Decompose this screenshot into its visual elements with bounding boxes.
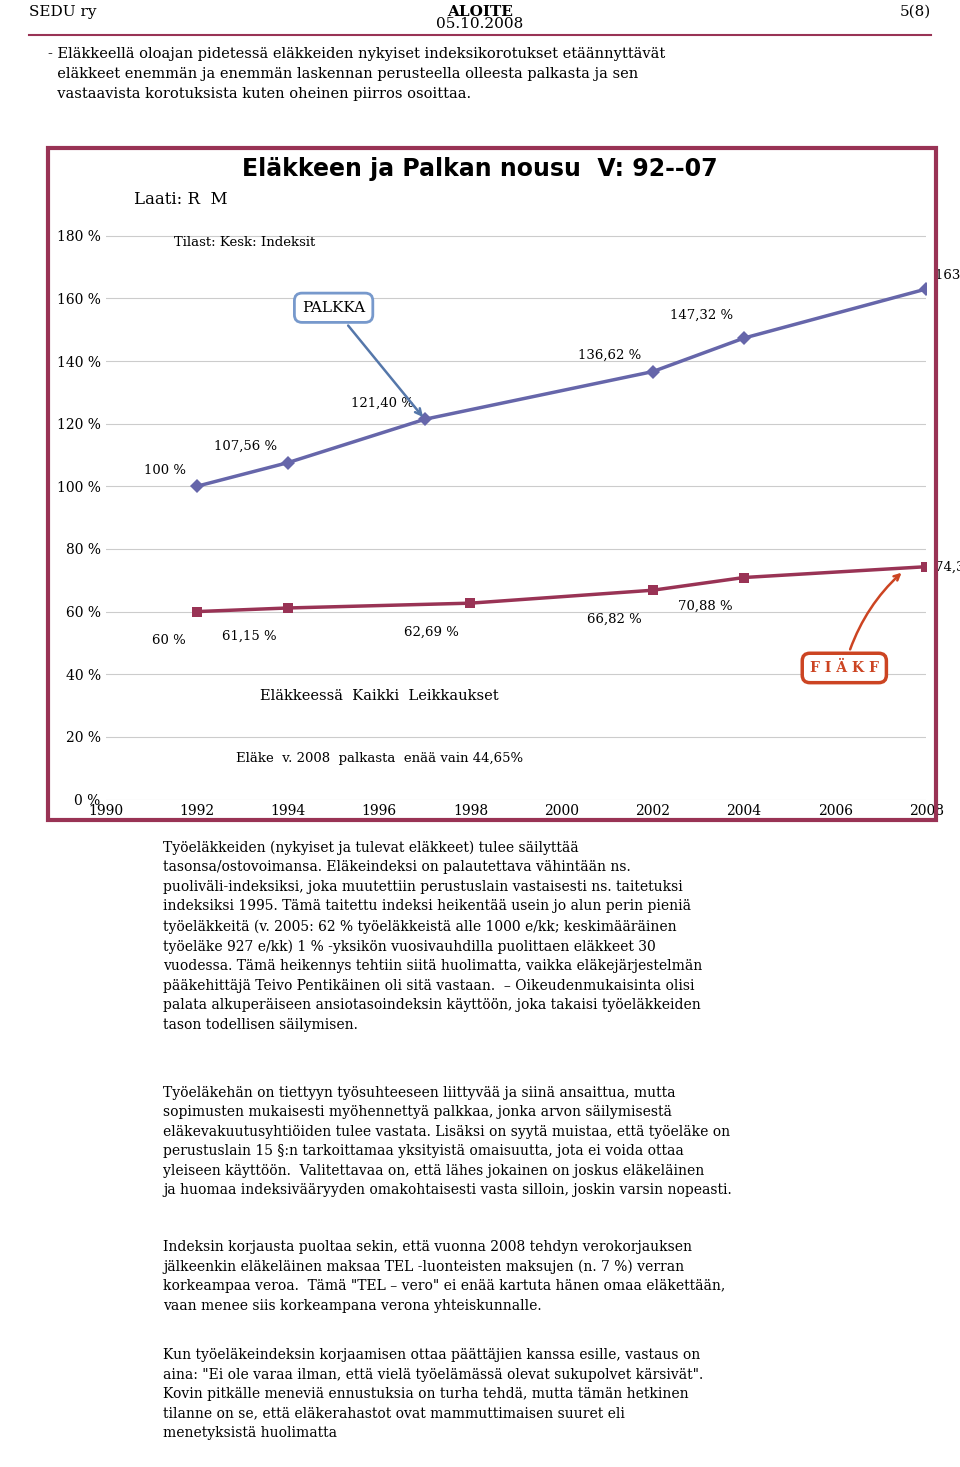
Text: Työeläkehän on tiettyyn työsuhteeseen liittyvää ja siinä ansaittua, mutta
sopimu: Työeläkehän on tiettyyn työsuhteeseen li… <box>163 1086 732 1197</box>
Text: Tilast: Kesk: Indeksit: Tilast: Kesk: Indeksit <box>174 236 315 249</box>
Text: 163,01 %: 163,01 % <box>935 268 960 282</box>
Text: 107,56 %: 107,56 % <box>214 440 276 453</box>
Text: PALKKA: PALKKA <box>302 301 421 415</box>
Text: 60 %: 60 % <box>152 634 185 647</box>
Text: Eläkkeen ja Palkan nousu  V: 92--07: Eläkkeen ja Palkan nousu V: 92--07 <box>242 157 718 180</box>
Text: 62,69 %: 62,69 % <box>404 625 459 638</box>
Text: Laati: R  M: Laati: R M <box>134 191 228 208</box>
Text: Indeksin korjausta puoltaa sekin, että vuonna 2008 tehdyn verokorjauksen
jälkeen: Indeksin korjausta puoltaa sekin, että v… <box>163 1240 726 1313</box>
Text: Eläkkeessä  Kaikki  Leikkaukset: Eläkkeessä Kaikki Leikkaukset <box>260 689 498 703</box>
Text: Kun työeläkeindeksin korjaamisen ottaa päättäjien kanssa esille, vastaus on
aina: Kun työeläkeindeksin korjaamisen ottaa p… <box>163 1348 704 1441</box>
Text: 100 %: 100 % <box>144 464 185 477</box>
Text: F I Ä K F: F I Ä K F <box>810 575 900 675</box>
Text: SEDU ry: SEDU ry <box>29 4 96 19</box>
Text: - Eläkkeellä oloajan pidetessä eläkkeiden nykyiset indeksikorotukset etäännyttäv: - Eläkkeellä oloajan pidetessä eläkkeide… <box>48 47 665 101</box>
Text: 66,82 %: 66,82 % <box>587 612 641 625</box>
Text: 70,88 %: 70,88 % <box>679 600 732 613</box>
Text: Eläke  v. 2008  palkasta  enää vain 44,65%: Eläke v. 2008 palkasta enää vain 44,65% <box>235 753 523 766</box>
Text: 05.10.2008: 05.10.2008 <box>437 16 523 31</box>
Text: Työeläkkeiden (nykyiset ja tulevat eläkkeet) tulee säilyttää
tasonsa/ostovoimans: Työeläkkeiden (nykyiset ja tulevat eläkk… <box>163 841 703 1031</box>
Text: 74,33 %: 74,33 % <box>935 562 960 574</box>
Text: ALOITE: ALOITE <box>447 4 513 19</box>
Text: 61,15 %: 61,15 % <box>223 631 276 643</box>
Text: 5(8): 5(8) <box>900 4 931 19</box>
Text: 121,40 %: 121,40 % <box>350 396 414 409</box>
Text: 147,32 %: 147,32 % <box>670 308 732 321</box>
Text: 136,62 %: 136,62 % <box>579 349 641 362</box>
